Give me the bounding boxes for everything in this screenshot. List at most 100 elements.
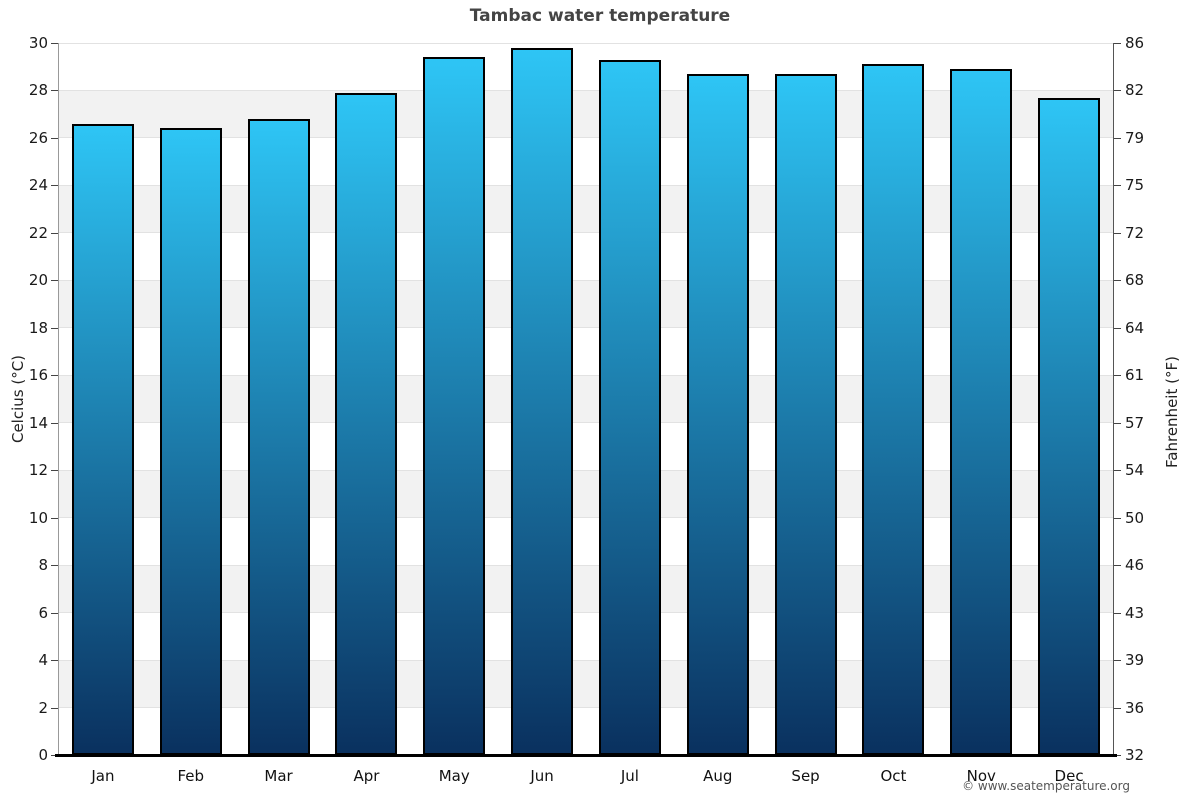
y-axis-label-fahrenheit: Fahrenheit (°F) <box>1163 356 1181 468</box>
tick-mark-left <box>51 232 59 234</box>
x-tick-label-oct: Oct <box>880 767 907 785</box>
y-tick-left-28: 28 <box>28 81 48 100</box>
bar-mar <box>247 118 310 755</box>
bar-sep <box>774 73 837 755</box>
plot-band <box>59 565 1113 613</box>
tick-mark-right <box>1113 232 1121 234</box>
y-tick-left-6: 6 <box>38 603 48 622</box>
gridline <box>59 564 1113 566</box>
bar-dec <box>1038 97 1101 755</box>
y-tick-right-54: 54 <box>1125 461 1145 480</box>
tick-mark-left <box>51 375 59 377</box>
y-tick-right-43: 43 <box>1125 603 1145 622</box>
x-tick-label-apr: Apr <box>353 767 380 785</box>
gridline <box>59 659 1113 661</box>
y-tick-right-82: 82 <box>1125 81 1145 100</box>
y-tick-right-72: 72 <box>1125 223 1145 242</box>
tick-mark-left <box>51 327 59 329</box>
y-tick-left-8: 8 <box>38 556 48 575</box>
y-tick-right-79: 79 <box>1125 128 1145 147</box>
tick-mark-left <box>51 517 59 519</box>
plot-band <box>59 90 1113 138</box>
tick-mark-right <box>1113 327 1121 329</box>
y-tick-left-26: 26 <box>28 128 48 147</box>
bar-jun <box>511 47 574 755</box>
x-tick-label-aug: Aug <box>703 767 733 785</box>
tick-mark-left <box>51 565 59 567</box>
y-tick-left-2: 2 <box>38 698 48 717</box>
y-tick-left-24: 24 <box>28 176 48 195</box>
tick-mark-right <box>1113 470 1121 472</box>
tick-mark-left <box>51 612 59 614</box>
x-tick-label-jul: Jul <box>620 767 639 785</box>
bar-apr <box>335 92 398 755</box>
plot-band <box>59 660 1113 708</box>
plot-band <box>59 280 1113 328</box>
tick-mark-right <box>1113 280 1121 282</box>
tick-mark-left <box>51 90 59 92</box>
tick-mark-left <box>51 185 59 187</box>
y-tick-right-32: 32 <box>1125 746 1145 764</box>
left-axis-spine <box>58 43 59 755</box>
tick-mark-left <box>51 707 59 709</box>
y-tick-right-50: 50 <box>1125 508 1145 527</box>
y-tick-left-18: 18 <box>28 318 48 337</box>
tick-mark-left <box>51 422 59 424</box>
tick-mark-left <box>51 43 59 44</box>
tick-mark-left <box>51 470 59 472</box>
y-tick-left-30: 30 <box>28 34 48 52</box>
bar-oct <box>862 64 925 755</box>
tick-mark-right <box>1113 755 1121 756</box>
bar-aug <box>686 73 749 755</box>
bar-nov <box>950 69 1013 755</box>
tick-mark-right <box>1113 707 1121 709</box>
plot-band <box>59 375 1113 423</box>
y-tick-right-46: 46 <box>1125 556 1145 575</box>
y-tick-right-57: 57 <box>1125 413 1145 432</box>
bar-jan <box>71 123 134 755</box>
gridline <box>59 327 1113 329</box>
gridline <box>59 137 1113 139</box>
tick-mark-right <box>1113 185 1121 187</box>
footer-credit: © www.seatemperature.org <box>962 779 1130 793</box>
gridline <box>59 517 1113 519</box>
tick-mark-right <box>1113 90 1121 92</box>
y-tick-left-16: 16 <box>28 366 48 385</box>
y-tick-left-10: 10 <box>28 508 48 527</box>
gridline <box>59 279 1113 281</box>
gridline <box>59 42 1113 44</box>
tick-mark-right <box>1113 137 1121 139</box>
x-tick-label-mar: Mar <box>264 767 293 785</box>
gridline <box>59 422 1113 424</box>
x-tick-label-jan: Jan <box>91 767 115 785</box>
tick-mark-right <box>1113 375 1121 377</box>
x-tick-label-sep: Sep <box>791 767 820 785</box>
x-tick-label-dec: Dec <box>1054 767 1084 785</box>
y-tick-right-68: 68 <box>1125 271 1145 290</box>
y-tick-right-86: 86 <box>1125 34 1145 52</box>
tick-mark-right <box>1113 422 1121 424</box>
gridline <box>59 707 1113 709</box>
chart-title: Tambac water temperature <box>469 6 731 26</box>
plot-band <box>59 470 1113 518</box>
bar-may <box>423 57 486 755</box>
gridline <box>59 469 1113 471</box>
tick-mark-right <box>1113 612 1121 614</box>
gridline <box>59 89 1113 91</box>
gridline <box>59 374 1113 376</box>
y-tick-left-4: 4 <box>38 651 48 670</box>
bar-jul <box>598 59 661 755</box>
tick-mark-left <box>51 280 59 282</box>
x-tick-label-jun: Jun <box>530 767 554 785</box>
tick-mark-right <box>1113 565 1121 567</box>
y-tick-left-14: 14 <box>28 413 48 432</box>
x-tick-label-nov: Nov <box>966 767 996 785</box>
y-tick-left-0: 0 <box>38 746 48 764</box>
tick-mark-left <box>51 137 59 139</box>
gridline <box>59 184 1113 186</box>
x-tick-label-feb: Feb <box>177 767 205 785</box>
tick-mark-right <box>1113 517 1121 519</box>
plot-band <box>59 185 1113 233</box>
tick-mark-left <box>51 660 59 662</box>
